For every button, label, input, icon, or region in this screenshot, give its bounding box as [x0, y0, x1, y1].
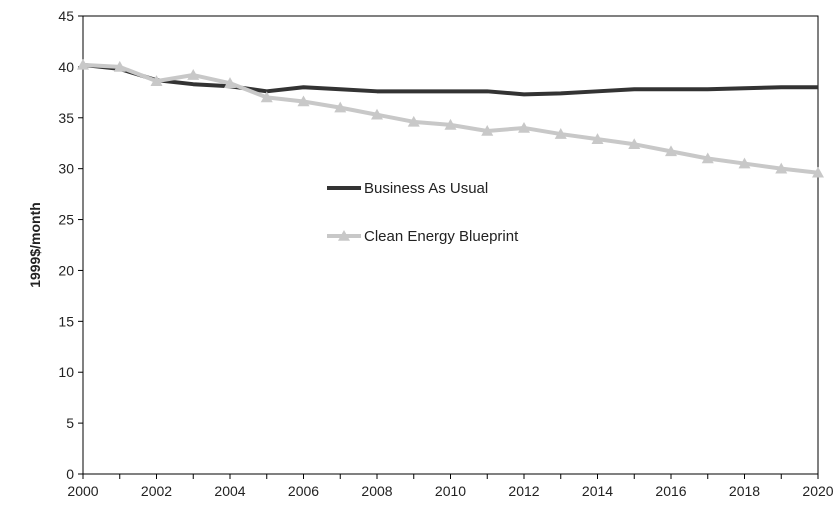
data-point [150, 75, 163, 86]
data-point [628, 138, 641, 150]
data-point [738, 157, 751, 169]
legend-label: Clean Energy Blueprint [364, 228, 519, 245]
data-point [371, 108, 383, 120]
series-2 [77, 58, 824, 178]
x-tick-label: 2000 [67, 483, 98, 499]
data-point [812, 166, 824, 178]
y-tick-label: 40 [58, 59, 74, 75]
y-tick-label: 25 [58, 212, 74, 228]
series-1 [82, 62, 818, 97]
data-point [554, 128, 567, 139]
x-tick-label: 2016 [655, 483, 686, 499]
data-point [260, 91, 273, 103]
data-point [224, 77, 236, 88]
y-tick-label: 35 [58, 110, 74, 126]
x-tick-label: 2018 [729, 483, 760, 499]
x-tick-label: 2006 [288, 483, 319, 499]
x-tick-label: 2012 [508, 483, 539, 499]
y-tick-label: 0 [66, 466, 74, 482]
data-point [591, 133, 604, 144]
x-tick-label: 2008 [361, 483, 392, 499]
data-point [297, 95, 310, 107]
legend-label: Business As Usual [364, 180, 488, 197]
x-tick-label: 2004 [214, 483, 245, 499]
data-point [775, 162, 788, 174]
data-point [444, 118, 457, 130]
y-tick-label: 20 [58, 262, 74, 278]
x-axis: 2000 2002 2004 2006 2008 2010 2012 2014 2016 2018… [67, 474, 834, 499]
y-tick-label: 10 [58, 364, 74, 380]
x-tick-label: 2010 [435, 483, 466, 499]
x-tick-label: 2020 [802, 483, 833, 499]
data-point [334, 101, 347, 113]
data-point [481, 125, 494, 136]
data-point [187, 69, 200, 80]
data-point [407, 115, 420, 127]
data-point [518, 121, 530, 133]
y-axis: 0 5 10 15 20 25 30 35 40 45 [58, 8, 83, 482]
data-point [701, 152, 714, 164]
series-line [82, 62, 818, 97]
legend: Business As Usual Clean Energy Blueprint [327, 180, 519, 245]
legend-marker [338, 230, 350, 241]
y-tick-label: 45 [58, 8, 74, 24]
data-point [665, 145, 677, 157]
y-tick-label: 5 [66, 415, 74, 431]
x-tick-label: 2014 [582, 483, 613, 499]
series-layer [77, 58, 824, 178]
y-tick-label: 30 [58, 161, 74, 177]
x-tick-label: 2002 [141, 483, 172, 499]
y-axis-title: 1999$/month [27, 202, 43, 288]
data-point [113, 60, 126, 72]
data-point [77, 58, 89, 70]
y-tick-label: 15 [58, 313, 74, 329]
